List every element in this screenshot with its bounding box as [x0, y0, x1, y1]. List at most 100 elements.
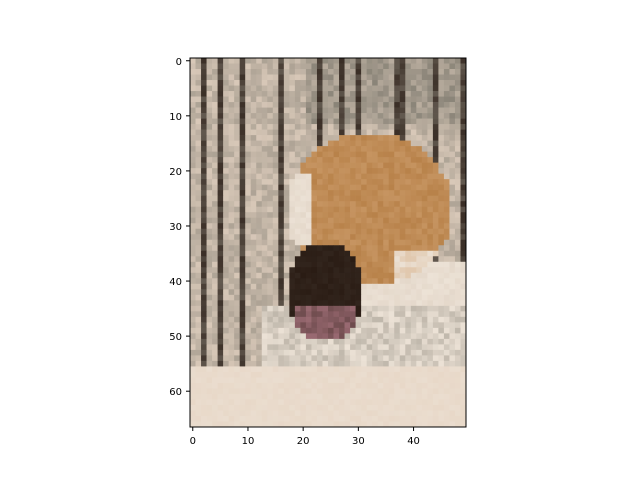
image-pixel: [322, 212, 329, 219]
image-pixel: [438, 311, 445, 318]
image-pixel: [432, 245, 439, 252]
image-pixel: [410, 300, 417, 307]
image-pixel: [201, 190, 207, 197]
image-pixel: [416, 327, 423, 334]
image-pixel: [339, 250, 345, 257]
image-pixel: [212, 261, 218, 268]
image-pixel: [355, 294, 362, 301]
image-pixel: [300, 157, 307, 163]
image-pixel: [350, 311, 356, 318]
image-pixel: [355, 228, 362, 235]
image-pixel: [416, 195, 423, 202]
image-pixel: [239, 289, 246, 296]
image-pixel: [421, 102, 428, 108]
image-pixel: [443, 300, 450, 307]
y-tick-label: 60: [169, 387, 182, 398]
image-pixel: [333, 102, 340, 108]
image-pixel: [460, 190, 467, 197]
image-pixel: [372, 256, 379, 263]
image-pixel: [383, 91, 390, 97]
image-pixel: [201, 234, 207, 241]
image-pixel: [206, 256, 213, 263]
image-pixel: [294, 179, 301, 186]
image-pixel: [432, 80, 439, 86]
image-pixel: [344, 228, 351, 235]
image-pixel: [449, 404, 456, 411]
image-pixel: [283, 168, 290, 175]
image-pixel: [333, 311, 340, 318]
image-pixel: [223, 113, 229, 119]
image-pixel: [250, 69, 257, 75]
image-pixel: [432, 96, 439, 103]
image-pixel: [328, 234, 334, 241]
image-pixel: [217, 223, 224, 230]
image-pixel: [454, 256, 461, 263]
image-pixel: [195, 289, 202, 296]
image-pixel: [443, 69, 450, 75]
image-pixel: [212, 118, 218, 125]
image-pixel: [234, 118, 241, 125]
image-pixel: [223, 217, 229, 224]
image-pixel: [206, 113, 213, 119]
image-pixel: [366, 129, 373, 136]
image-pixel: [289, 393, 296, 400]
image-pixel: [201, 69, 207, 75]
image-pixel: [300, 415, 307, 422]
image-pixel: [223, 69, 229, 75]
image-pixel: [344, 146, 351, 152]
image-pixel: [212, 135, 218, 141]
image-pixel: [201, 107, 207, 114]
image-pixel: [377, 305, 384, 312]
image-pixel: [372, 278, 379, 285]
image-pixel: [245, 349, 252, 356]
image-pixel: [361, 168, 367, 175]
image-pixel: [383, 118, 390, 125]
x-tick-label: 30: [352, 436, 365, 447]
image-pixel: [256, 96, 263, 103]
image-pixel: [206, 349, 213, 356]
image-pixel: [261, 118, 268, 125]
image-pixel: [300, 195, 307, 202]
image-pixel: [438, 366, 445, 373]
image-pixel: [261, 371, 268, 378]
image-pixel: [454, 421, 461, 428]
image-pixel: [366, 327, 373, 334]
image-pixel: [333, 80, 340, 86]
image-pixel: [427, 272, 434, 279]
image-pixel: [250, 113, 257, 119]
image-pixel: [267, 102, 274, 108]
image-pixel: [201, 421, 207, 428]
image-pixel: [383, 113, 390, 119]
image-pixel: [190, 190, 196, 197]
image-pixel: [245, 223, 252, 230]
image-pixel: [372, 382, 379, 389]
image-pixel: [388, 124, 395, 130]
image-pixel: [245, 366, 252, 373]
image-pixel: [206, 217, 213, 224]
image-pixel: [283, 190, 290, 197]
image-pixel: [344, 344, 351, 351]
image-pixel: [305, 382, 312, 389]
image-pixel: [234, 410, 241, 417]
image-pixel: [427, 355, 434, 362]
image-pixel: [443, 135, 450, 141]
image-pixel: [416, 283, 423, 290]
image-pixel: [278, 96, 285, 103]
image-pixel: [344, 283, 351, 290]
image-pixel: [388, 190, 395, 197]
image-pixel: [377, 333, 384, 340]
image-pixel: [366, 294, 373, 301]
image-pixel: [394, 173, 401, 180]
image-pixel: [234, 234, 241, 241]
image-pixel: [228, 349, 235, 356]
x-tick-label: 40: [407, 436, 420, 447]
image-pixel: [361, 69, 367, 75]
image-pixel: [383, 157, 390, 163]
image-pixel: [256, 245, 263, 252]
image-pixel: [438, 388, 445, 395]
image-pixel: [394, 80, 401, 86]
image-pixel: [427, 311, 434, 318]
image-pixel: [372, 267, 379, 274]
image-pixel: [228, 135, 235, 141]
image-pixel: [449, 217, 456, 224]
